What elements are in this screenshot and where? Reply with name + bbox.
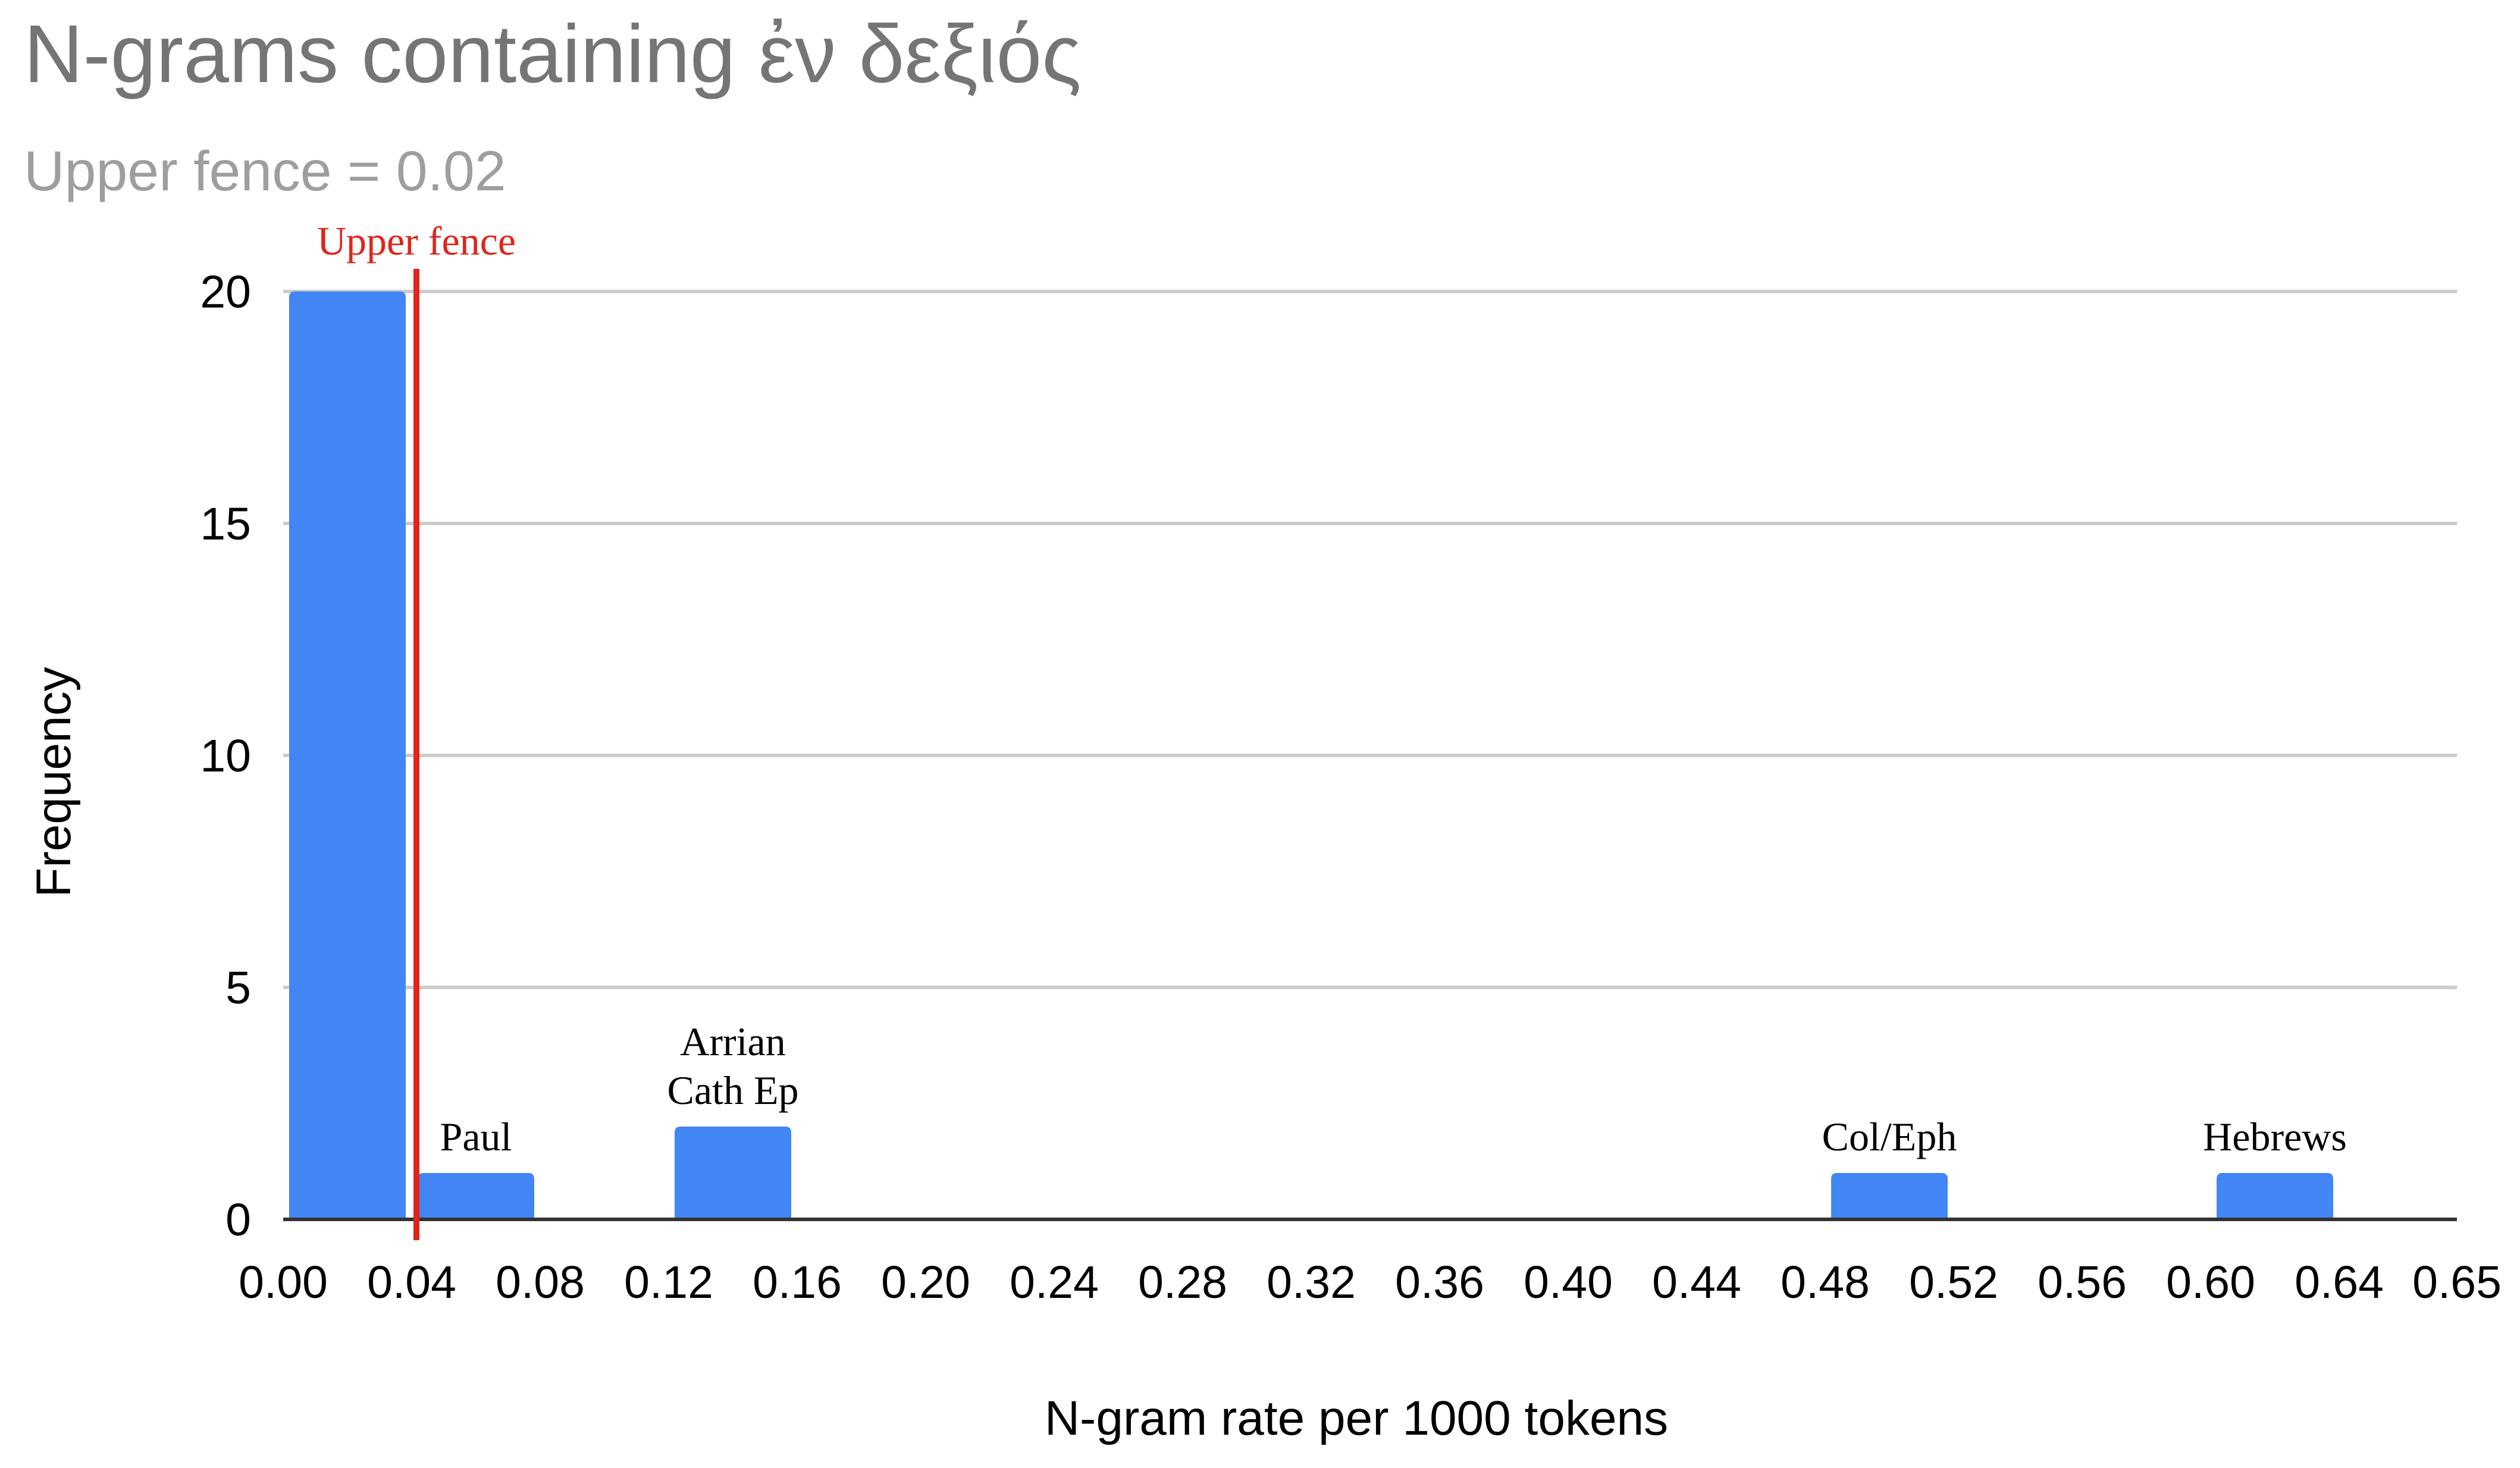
y-tick-label: 0 [225,1194,251,1246]
bar-annotation: Paul [440,1114,512,1159]
chart-title: N-grams containing ἐν δεξιός [24,8,1082,100]
x-tick-label: 0.60 [2166,1257,2255,1308]
y-tick-label: 5 [225,962,251,1014]
x-tick-label: 0.24 [1010,1257,1099,1308]
histogram-bar [1831,1173,1948,1219]
x-tick-label: 0.44 [1652,1257,1741,1308]
x-tick-label: 0.56 [2038,1257,2127,1308]
chart-subtitle: Upper fence = 0.02 [24,140,506,203]
histogram-bar [675,1127,791,1219]
gridlines [283,290,2457,989]
y-tick-label: 15 [200,498,251,550]
histogram-bar [2217,1173,2333,1219]
x-tick-label: 0.20 [881,1257,970,1308]
x-tick-label: 0.16 [753,1257,842,1308]
x-tick-label: 0.65 [2412,1257,2502,1308]
x-tick-label: 0.32 [1267,1257,1356,1308]
upper-fence-label: Upper fence [317,218,516,264]
bar-annotation: Arrian [680,1019,785,1064]
y-tick-label: 10 [200,730,251,782]
bars [289,291,2333,1219]
axes: 0 5 10 15 20 0.00 0.04 0.08 0.12 0.16 0.20 0.24 0.28… [200,218,2502,1308]
histogram-bar [289,291,406,1219]
y-axis-title: Frequency [27,667,81,897]
bar-annotation: Hebrews [2203,1114,2347,1159]
histogram-bar [418,1173,534,1219]
bar-annotation: Cath Ep [667,1068,799,1113]
x-tick-label: 0.00 [239,1257,328,1308]
x-tick-label: 0.12 [624,1257,713,1308]
x-tick-label: 0.04 [367,1257,456,1308]
x-tick-label: 0.36 [1395,1257,1484,1308]
x-axis-title: N-gram rate per 1000 tokens [1045,1391,1668,1445]
x-tick-label: 0.52 [1909,1257,1998,1308]
x-tick-label: 0.64 [2295,1257,2384,1308]
bar-annotation: Col/Eph [1822,1114,1957,1159]
y-tick-label: 20 [200,266,251,318]
x-tick-label: 0.40 [1524,1257,1613,1308]
x-tick-label: 0.48 [1781,1257,1870,1308]
x-tick-label: 0.08 [496,1257,585,1308]
x-tick-label: 0.28 [1138,1257,1227,1308]
